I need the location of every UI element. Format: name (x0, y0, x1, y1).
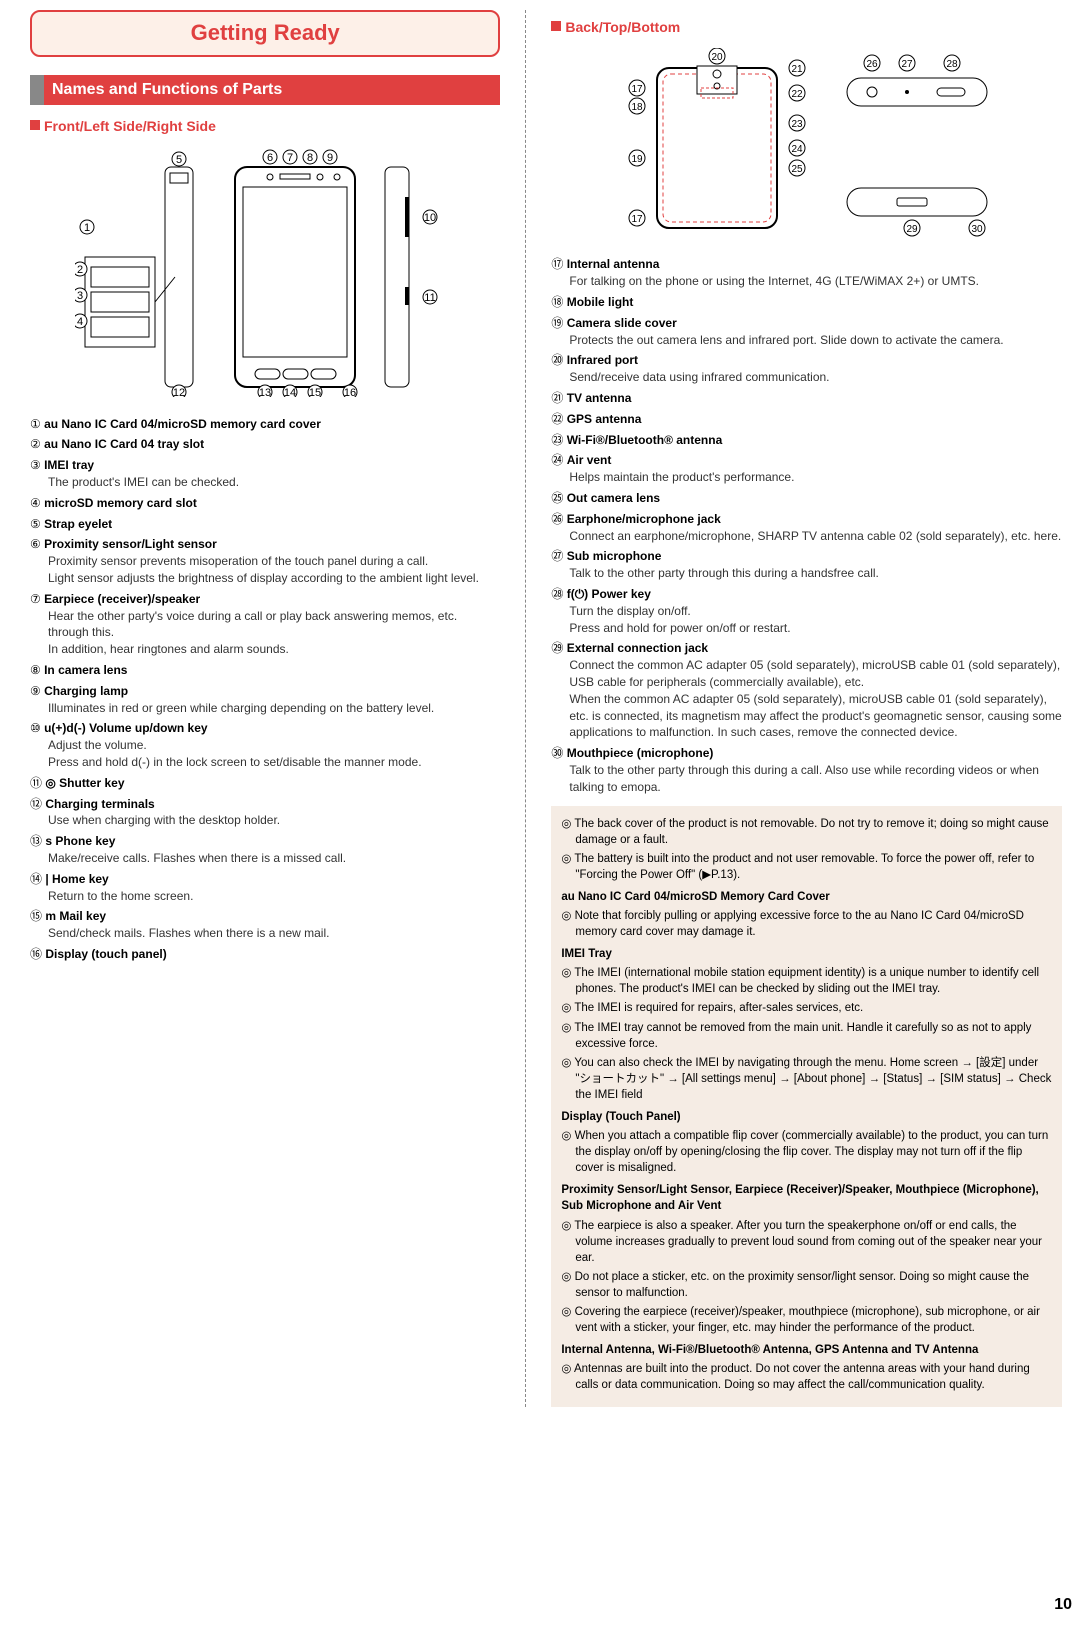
note-heading: Internal Antenna, Wi-Fi®/Bluetooth® Ante… (561, 1342, 1052, 1358)
part-item: ② au Nano IC Card 04 tray slot (30, 436, 500, 453)
subheading-front: Front/Left Side/Right Side (30, 117, 500, 137)
section-heading: Names and Functions of Parts (30, 75, 500, 105)
note-line: ◎ The back cover of the product is not r… (561, 816, 1052, 848)
part-item: ⑭ | Home keyReturn to the home screen. (30, 871, 500, 905)
note-line: ◎ Antennas are built into the product. D… (561, 1361, 1052, 1393)
svg-text:1: 1 (84, 222, 90, 234)
subheading-back: Back/Top/Bottom (551, 18, 1062, 38)
svg-text:20: 20 (711, 52, 723, 63)
svg-text:18: 18 (631, 102, 643, 113)
svg-text:19: 19 (631, 154, 643, 165)
part-item: ③ IMEI trayThe product's IMEI can be che… (30, 457, 500, 491)
svg-text:10: 10 (424, 212, 436, 224)
diagram-back: 17 18 19 17 20 21 22 23 24 25 26 27 28 2… (551, 48, 1062, 243)
svg-text:7: 7 (287, 152, 293, 164)
svg-text:17: 17 (631, 84, 643, 95)
svg-text:9: 9 (327, 152, 333, 164)
part-item: ⑧ In camera lens (30, 662, 500, 679)
part-item: ㉕ Out camera lens (551, 490, 1062, 507)
notes-box: ◎ The back cover of the product is not r… (551, 806, 1062, 1407)
part-item: ④ microSD memory card slot (30, 495, 500, 512)
parts-list-right: ⑰ Internal antennaFor talking on the pho… (551, 256, 1062, 795)
svg-text:13: 13 (259, 387, 271, 397)
svg-text:30: 30 (971, 224, 983, 235)
part-item: ⑦ Earpiece (receiver)/speakerHear the ot… (30, 591, 500, 658)
part-item: ㉒ GPS antenna (551, 411, 1062, 428)
svg-text:26: 26 (866, 59, 878, 70)
note-line: ◎ The IMEI (international mobile station… (561, 965, 1052, 997)
part-item: ⑯ Display (touch panel) (30, 946, 500, 963)
part-item: ㉑ TV antenna (551, 390, 1062, 407)
note-heading: IMEI Tray (561, 946, 1052, 962)
svg-text:6: 6 (267, 152, 273, 164)
part-item: ㉔ Air ventHelps maintain the product's p… (551, 452, 1062, 486)
svg-text:12: 12 (173, 387, 185, 397)
svg-text:24: 24 (791, 144, 803, 155)
page-number: 10 (1054, 1594, 1072, 1616)
note-line: ◎ Do not place a sticker, etc. on the pr… (561, 1269, 1052, 1301)
svg-text:16: 16 (344, 387, 356, 397)
part-item: ⑱ Mobile light (551, 294, 1062, 311)
part-item: ⑬ s Phone keyMake/receive calls. Flashes… (30, 833, 500, 867)
part-item: ㉗ Sub microphoneTalk to the other party … (551, 548, 1062, 582)
svg-text:28: 28 (946, 59, 958, 70)
svg-text:15: 15 (309, 387, 321, 397)
part-item: ㉙ External connection jackConnect the co… (551, 640, 1062, 741)
note-heading: Display (Touch Panel) (561, 1109, 1052, 1125)
note-heading: au Nano IC Card 04/microSD Memory Card C… (561, 889, 1052, 905)
svg-text:21: 21 (791, 64, 803, 75)
svg-text:29: 29 (906, 224, 918, 235)
note-line: ◎ The IMEI tray cannot be removed from t… (561, 1020, 1052, 1052)
svg-text:8: 8 (307, 152, 313, 164)
note-heading: Proximity Sensor/Light Sensor, Earpiece … (561, 1182, 1052, 1214)
svg-text:2: 2 (77, 264, 83, 276)
svg-text:27: 27 (901, 59, 913, 70)
part-item: ⑩ u(+)d(-) Volume up/down keyAdjust the … (30, 720, 500, 770)
svg-text:11: 11 (424, 292, 435, 304)
parts-list-left: ① au Nano IC Card 04/microSD memory card… (30, 416, 500, 963)
part-item: ⑳ Infrared portSend/receive data using i… (551, 352, 1062, 386)
svg-text:3: 3 (77, 290, 83, 302)
note-line: ◎ Note that forcibly pulling or applying… (561, 908, 1052, 940)
part-item: ㉚ Mouthpiece (microphone)Talk to the oth… (551, 745, 1062, 795)
note-line: ◎ You can also check the IMEI by navigat… (561, 1055, 1052, 1103)
note-line: ◎ The earpiece is also a speaker. After … (561, 1218, 1052, 1266)
part-item: ⑰ Internal antennaFor talking on the pho… (551, 256, 1062, 290)
part-item: ⑫ Charging terminalsUse when charging wi… (30, 796, 500, 830)
note-line: ◎ Covering the earpiece (receiver)/speak… (561, 1304, 1052, 1336)
svg-text:17: 17 (631, 214, 643, 225)
part-item: ⑨ Charging lampIlluminates in red or gre… (30, 683, 500, 717)
part-item: ⑲ Camera slide coverProtects the out cam… (551, 315, 1062, 349)
part-item: ㉓ Wi-Fi®/Bluetooth® antenna (551, 432, 1062, 449)
part-item: ⑥ Proximity sensor/Light sensorProximity… (30, 536, 500, 586)
svg-text:4: 4 (77, 316, 83, 328)
part-item: ⑪ ◎ Shutter key (30, 775, 500, 792)
note-line: ◎ The IMEI is required for repairs, afte… (561, 1000, 1052, 1016)
chapter-heading: Getting Ready (30, 10, 500, 57)
part-item: ㉘ f(⏻) Power keyTurn the display on/off.… (551, 586, 1062, 636)
diagram-front: 1 2 3 4 5 6 7 8 9 10 11 12 13 14 15 16 (30, 147, 500, 402)
svg-text:14: 14 (284, 387, 296, 397)
svg-text:5: 5 (176, 154, 182, 166)
part-item: ⑤ Strap eyelet (30, 516, 500, 533)
note-line: ◎ The battery is built into the product … (561, 851, 1052, 883)
note-line: ◎ When you attach a compatible flip cove… (561, 1128, 1052, 1176)
part-item: ㉖ Earphone/microphone jackConnect an ear… (551, 511, 1062, 545)
svg-text:22: 22 (791, 89, 803, 100)
svg-text:23: 23 (791, 119, 803, 130)
part-item: ① au Nano IC Card 04/microSD memory card… (30, 416, 500, 433)
part-item: ⑮ m Mail keySend/check mails. Flashes wh… (30, 908, 500, 942)
svg-text:25: 25 (791, 164, 803, 175)
